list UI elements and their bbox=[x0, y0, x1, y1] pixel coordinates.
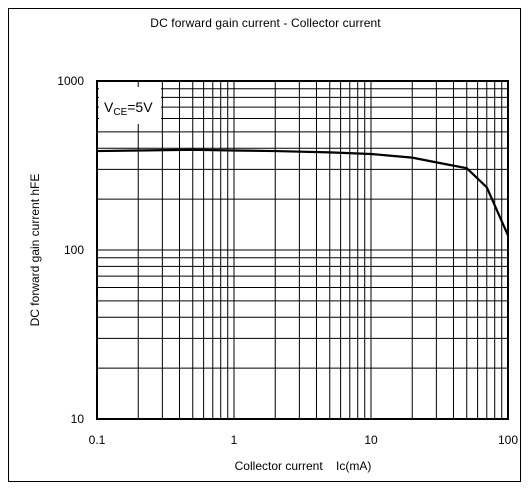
vce-annotation-main: V bbox=[104, 99, 114, 115]
vce-annotation-rest: =5V bbox=[127, 99, 153, 115]
series-group bbox=[96, 148, 510, 236]
y-tick-labels: 10 100 1000 bbox=[57, 74, 84, 426]
plot-border bbox=[96, 80, 509, 420]
vce-annotation-sub: CE bbox=[113, 107, 127, 118]
chart-title: DC forward gain current - Collector curr… bbox=[150, 16, 381, 30]
x-tick-label: 10 bbox=[364, 433, 378, 447]
hfe-series-line bbox=[96, 148, 510, 236]
y-tick-label: 1000 bbox=[57, 74, 84, 88]
x-tick-labels: 0.1 1 10 100 bbox=[89, 433, 519, 447]
grid-lines bbox=[97, 81, 508, 419]
y-tick-label: 100 bbox=[64, 243, 84, 257]
x-tick-label: 100 bbox=[498, 433, 518, 447]
x-tick-label: 1 bbox=[231, 433, 238, 447]
y-axis-label: DC forward gain current hFE bbox=[28, 174, 42, 327]
x-axis-label: Collector current Ic(mA) bbox=[235, 459, 372, 473]
x-tick-label: 0.1 bbox=[89, 433, 106, 447]
vce-annotation-background bbox=[99, 87, 161, 124]
vce-annotation-text: VCE=5V bbox=[104, 99, 153, 118]
vce-annotation: VCE=5V bbox=[99, 87, 161, 124]
y-tick-label: 10 bbox=[71, 412, 85, 426]
